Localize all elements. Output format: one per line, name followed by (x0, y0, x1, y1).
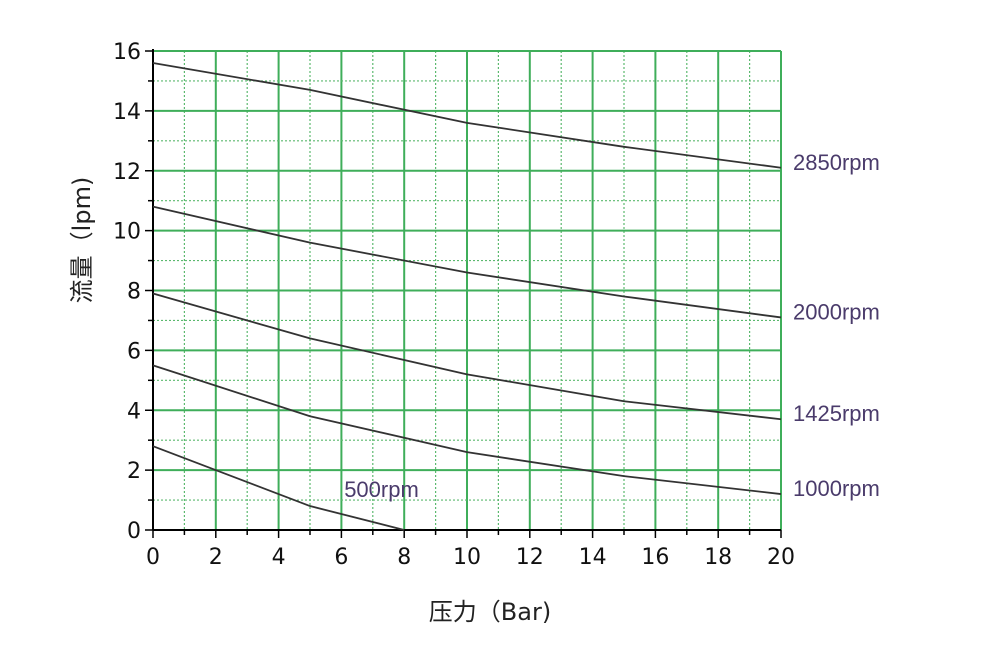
y-tick-label: 16 (113, 40, 141, 65)
x-tick-label: 2 (209, 545, 223, 570)
y-tick-label: 2 (127, 459, 141, 484)
x-tick-label: 4 (272, 545, 286, 570)
series-line-2000rpm (152, 205, 782, 319)
series-label-1425rpm: 1425rpm (793, 401, 880, 426)
series-line-2850rpm (152, 62, 782, 169)
series-labels: 2850rpm 2000rpm 1425rpm 1000rpm 500rpm (344, 150, 880, 502)
series-lines (152, 62, 782, 531)
axes (145, 49, 782, 538)
series-line-1425rpm (152, 292, 782, 421)
x-tick-label: 18 (704, 545, 732, 570)
x-tick-labels: 0 2 4 6 8 10 12 14 16 18 20 (146, 545, 795, 570)
series-label-500rpm: 500rpm (344, 477, 419, 502)
y-tick-label: 0 (127, 519, 141, 544)
series-line-1000rpm (152, 364, 782, 495)
x-tick-label: 6 (334, 545, 348, 570)
x-tick-label: 12 (516, 545, 544, 570)
y-axis-title: 流量（lpm) (68, 177, 96, 304)
y-tick-labels: 0 2 4 6 8 10 12 14 16 (113, 40, 141, 544)
x-tick-label: 8 (397, 545, 411, 570)
y-tick-label: 12 (113, 160, 141, 185)
series-label-2850rpm: 2850rpm (793, 150, 880, 175)
x-tick-label: 0 (146, 545, 160, 570)
x-tick-label: 20 (767, 545, 795, 570)
x-tick-label: 16 (641, 545, 669, 570)
y-tick-label: 4 (127, 399, 141, 424)
series-label-1000rpm: 1000rpm (793, 476, 880, 501)
series-line-500rpm (152, 445, 405, 531)
x-axis-title: 压力（Bar) (429, 598, 551, 626)
y-tick-label: 10 (113, 220, 141, 245)
x-tick-label: 10 (453, 545, 481, 570)
series-label-2000rpm: 2000rpm (793, 299, 880, 324)
y-tick-label: 8 (127, 280, 141, 305)
y-tick-label: 6 (127, 339, 141, 364)
x-tick-label: 14 (579, 545, 607, 570)
y-tick-label: 14 (113, 100, 141, 125)
